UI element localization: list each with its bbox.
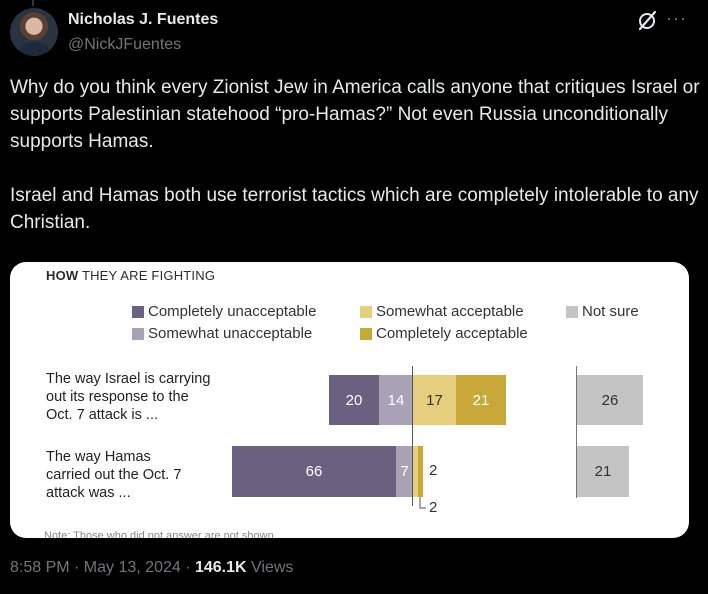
grok-icon[interactable]: [636, 10, 658, 32]
legend-not-sure: Not sure: [566, 303, 639, 320]
legend-swatch: [360, 327, 372, 340]
bar-hamas-completely-unacceptable: 66: [232, 446, 396, 497]
bar-hamas-not-sure: 21: [577, 446, 629, 497]
author-handle[interactable]: @NickJFuentes: [68, 36, 182, 53]
legend-somewhat-acceptable: Somewhat acceptable: [360, 303, 524, 320]
row-label-israel: The way Israel is carrying out its respo…: [46, 371, 211, 423]
label-hamas-somewhat-acceptable: 2: [429, 462, 438, 479]
tweet-meta: 8:58 PM · May 13, 2024 · 146.1K Views: [10, 559, 293, 577]
center-divider: [412, 366, 413, 506]
bar-hamas-somewhat-unacceptable: 7: [396, 446, 413, 497]
bar-israel-somewhat-unacceptable: 14: [379, 375, 413, 425]
views-count: 146.1K: [194, 559, 247, 576]
tweet-text: Why do you think every Zionist Jew in Am…: [10, 77, 700, 233]
legend-completely-unacceptable: Completely unacceptable: [132, 303, 316, 320]
more-icon[interactable]: ···: [666, 8, 687, 28]
bar-israel-somewhat-acceptable: 17: [413, 375, 456, 425]
legend-swatch: [566, 305, 578, 318]
bar-israel-completely-acceptable: 21: [456, 375, 506, 425]
legend-completely-acceptable: Completely acceptable: [360, 325, 528, 342]
legend-swatch: [132, 305, 144, 318]
author-display-name[interactable]: Nicholas J. Fuentes: [68, 11, 219, 28]
label-hamas-completely-acceptable: 2: [429, 499, 438, 516]
views-label: Views: [246, 559, 294, 576]
avatar[interactable]: [10, 8, 58, 56]
leader-line: [419, 497, 426, 509]
bar-hamas-somewhat-acceptable: [413, 446, 418, 497]
tweet-media-chart[interactable]: HOW THEY ARE FIGHTING Completely unaccep…: [10, 262, 689, 538]
not-sure-divider: [576, 366, 577, 498]
bar-hamas-completely-acceptable: [418, 446, 423, 497]
legend-swatch: [132, 327, 144, 340]
row-label-hamas: The way Hamas carried out the Oct. 7 att…: [46, 449, 182, 501]
chart-note: Note: Those who did not answer are not s…: [44, 530, 277, 538]
thread-line: [32, 0, 34, 6]
legend-swatch: [360, 305, 372, 318]
tweet-timestamp[interactable]: 8:58 PM · May 13, 2024 ·: [10, 559, 195, 576]
bar-israel-not-sure: 26: [577, 375, 643, 425]
legend-somewhat-unacceptable: Somewhat unacceptable: [132, 325, 312, 342]
chart-title: HOW THEY ARE FIGHTING: [46, 268, 216, 283]
bar-israel-completely-unacceptable: 20: [329, 375, 379, 425]
